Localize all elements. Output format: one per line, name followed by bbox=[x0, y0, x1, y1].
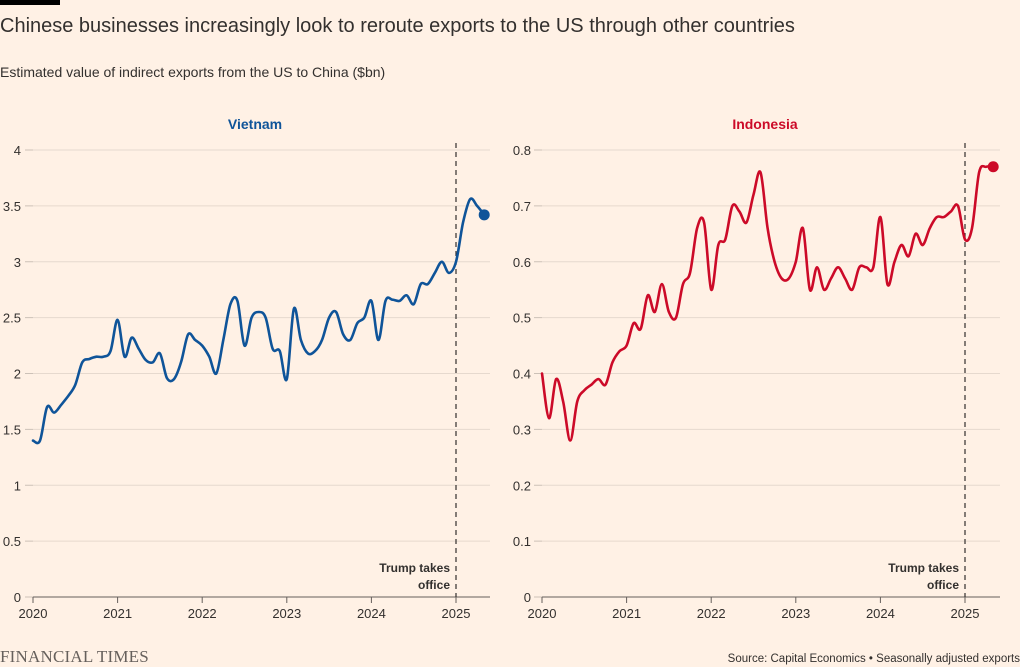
x-tick-label: 2021 bbox=[103, 606, 132, 621]
x-tick-label: 2021 bbox=[612, 606, 641, 621]
series-line bbox=[31, 197, 486, 445]
y-tick-label: 0.1 bbox=[513, 534, 531, 549]
panel-title: Vietnam bbox=[228, 116, 282, 132]
y-tick-label: 0 bbox=[524, 590, 531, 605]
x-tick-label: 2022 bbox=[697, 606, 726, 621]
y-tick-label: 2 bbox=[14, 367, 21, 382]
y-tick-label: 3 bbox=[14, 255, 21, 270]
latest-value-marker bbox=[478, 209, 490, 221]
y-tick-label: 0.4 bbox=[513, 367, 531, 382]
ft-logo: FINANCIAL TIMES bbox=[0, 647, 149, 666]
x-tick-label: 2025 bbox=[442, 606, 471, 621]
y-tick-label: 0.2 bbox=[513, 478, 531, 493]
ft-accent-bar bbox=[0, 0, 60, 5]
x-tick-label: 2024 bbox=[866, 606, 895, 621]
x-tick-label: 2022 bbox=[188, 606, 217, 621]
x-tick-label: 2020 bbox=[528, 606, 557, 621]
y-tick-label: 0 bbox=[14, 590, 21, 605]
annotation-label: Trump takes bbox=[379, 561, 450, 575]
chart-panel-indonesia: Indonesia 0 0.1 0.2 0.3 0.4 0.5 0.6 0.7 0.8 2020 20… bbox=[513, 116, 1000, 621]
y-tick-label: 0.5 bbox=[513, 311, 531, 326]
y-tick-label: 4 bbox=[14, 143, 21, 158]
latest-value-marker bbox=[987, 161, 999, 173]
y-tick-label: 2.5 bbox=[3, 311, 21, 326]
y-tick-label: 0.8 bbox=[513, 143, 531, 158]
panel-title: Indonesia bbox=[732, 116, 798, 132]
y-tick-label: 0.3 bbox=[513, 422, 531, 437]
annotation-label: office bbox=[927, 578, 959, 592]
y-tick-label: 1.5 bbox=[3, 422, 21, 437]
y-tick-label: 1 bbox=[14, 478, 21, 493]
x-tick-label: 2025 bbox=[951, 606, 980, 621]
x-tick-label: 2023 bbox=[781, 606, 810, 621]
chart-title: Chinese businesses increasingly look to … bbox=[0, 15, 795, 37]
x-tick-label: 2020 bbox=[19, 606, 48, 621]
chart-panel-vietnam: Vietnam 0 0.5 1 1.5 2 2.5 3 3.5 4 2020 2021 2022 2023… bbox=[3, 116, 490, 621]
y-tick-label: 0.7 bbox=[513, 199, 531, 214]
series-line bbox=[540, 164, 995, 442]
chart-subtitle: Estimated value of indirect exports from… bbox=[0, 64, 386, 80]
x-tick-label: 2024 bbox=[357, 606, 386, 621]
annotation-label: office bbox=[418, 578, 450, 592]
x-tick-label: 2023 bbox=[272, 606, 301, 621]
y-tick-label: 0.6 bbox=[513, 255, 531, 270]
y-tick-label: 3.5 bbox=[3, 199, 21, 214]
annotation-label: Trump takes bbox=[888, 561, 959, 575]
y-tick-label: 0.5 bbox=[3, 534, 21, 549]
source-note: Source: Capital Economics • Seasonally a… bbox=[727, 653, 1020, 665]
